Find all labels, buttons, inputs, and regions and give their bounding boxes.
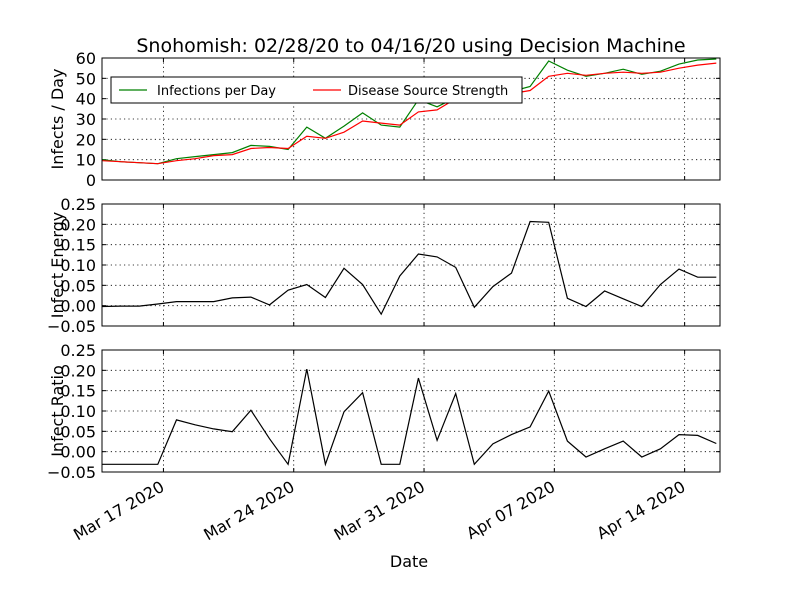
x-tick-label: Mar 31 2020 [331,477,428,544]
x-tick-label: Mar 17 2020 [70,477,167,544]
y-tick-label: 30 [76,110,96,129]
y-tick-label: 0.15 [60,382,96,401]
y-tick-label: 0.10 [60,256,96,275]
y-tick-label: 60 [76,49,96,68]
x-axis-title: Date [390,552,428,571]
infect-ratio-line [102,368,717,467]
infect-ratio-panel: −0.050.00 0.050.100.15 0.200.25 Infect Rati… [47,341,721,482]
date-axis: Mar 17 2020 Mar 24 2020 Mar 31 2020 Apr 07 … [70,477,689,544]
x-tick-label: Mar 24 2020 [200,477,297,544]
y-tick-label: 0.00 [60,297,96,316]
disease-source-strength-line [102,62,717,165]
x-tick-label: Apr 07 2020 [463,477,558,543]
y-tick-label: 0.20 [60,215,96,234]
y-tick-label: −0.05 [47,317,96,336]
y-tick-label: 0.05 [60,276,96,295]
y-tick-label: 40 [76,90,96,109]
y-tick-label: 0.00 [60,443,96,462]
y-tick-label: 20 [76,130,96,149]
x-tick-label: Apr 14 2020 [593,477,688,543]
plot-frame [101,57,721,181]
legend-label: Infections per Day [157,84,276,99]
y-axis-title: Infect Energy [48,212,67,319]
legend: Infections per Day Disease Source Strengt… [110,76,523,104]
chart-title: Snohomish: 02/28/20 to 04/16/20 using De… [136,35,685,57]
legend-box [110,76,523,104]
y-axis-title: Infects / Day [48,69,67,170]
y-tick-label: −0.05 [47,463,96,482]
y-tick-label: 0 [86,171,96,190]
y-tick-label: 0.10 [60,402,96,421]
y-tick-label: 0.05 [60,422,96,441]
legend-label: Disease Source Strength [348,84,508,99]
y-tick-label: 50 [76,69,96,88]
plot-frame [101,349,721,473]
y-tick-label: 0.15 [60,236,96,255]
y-axis-title: Infect Ratio [48,365,67,457]
infect-energy-line [102,220,717,316]
plot-frame [101,203,721,327]
y-tick-label: 0.25 [60,341,96,360]
y-tick-label: 10 [76,151,96,170]
infections-per-day-line [102,58,717,165]
y-tick-label: 0.25 [60,195,96,214]
y-tick-label: 0.20 [60,361,96,380]
